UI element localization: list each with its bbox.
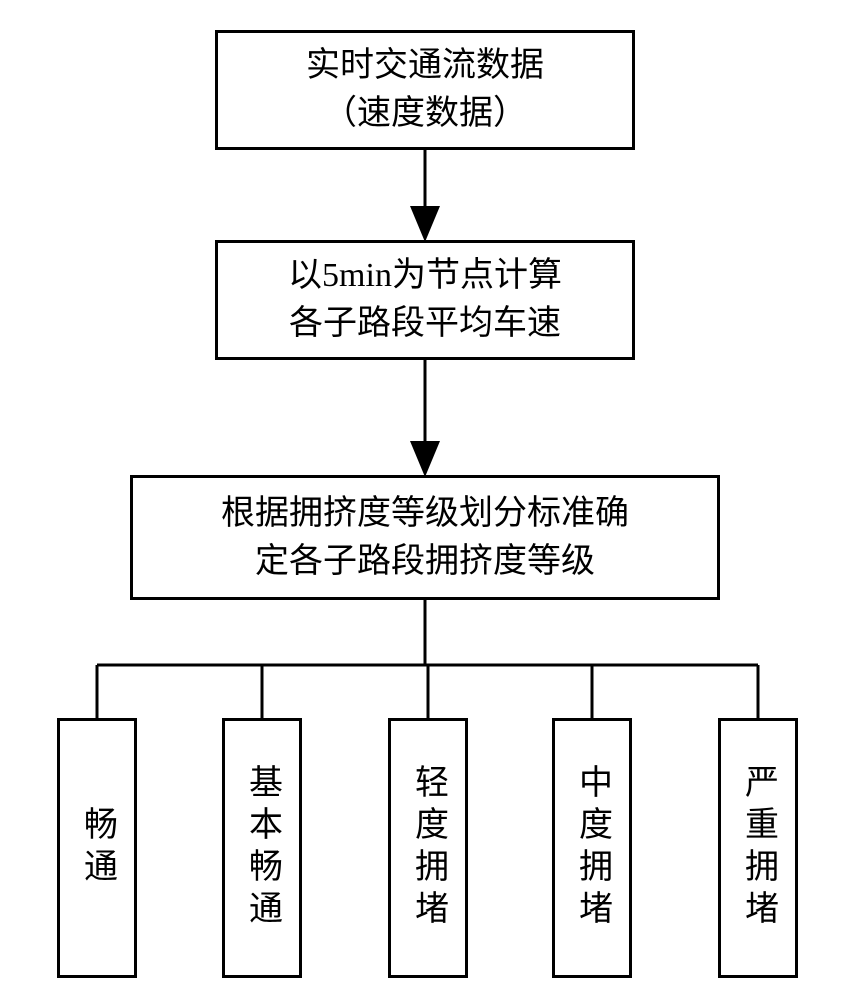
box-compute-avg-speed: 以5min为节点计算 各子路段平均车速 <box>215 240 635 360</box>
outcome-severe-congestion-label: 严重拥堵 <box>734 764 783 932</box>
outcome-moderate-congestion: 中度拥堵 <box>552 718 632 978</box>
line1: 根据拥挤度等级划分标准确 <box>221 495 629 532</box>
line2: 各子路段平均车速 <box>289 305 561 342</box>
line1: 以5min为节点计算 <box>288 257 562 294</box>
outcome-severe-congestion: 严重拥堵 <box>718 718 798 978</box>
box-compute-avg-speed-text: 以5min为节点计算 各子路段平均车速 <box>288 252 562 347</box>
outcome-light-congestion: 轻度拥堵 <box>388 718 468 978</box>
box-input-data-text: 实时交通流数据 （速度数据） <box>306 42 544 137</box>
outcome-free-flow: 畅通 <box>57 718 137 978</box>
line1: 实时交通流数据 <box>306 47 544 84</box>
box-input-data: 实时交通流数据 （速度数据） <box>215 30 635 150</box>
box-classify-congestion-text: 根据拥挤度等级划分标准确 定各子路段拥挤度等级 <box>221 490 629 585</box>
line2: （速度数据） <box>323 95 527 132</box>
outcome-mostly-free-label: 基本畅通 <box>238 764 287 932</box>
line2: 定各子路段拥挤度等级 <box>255 543 595 580</box>
outcome-moderate-congestion-label: 中度拥堵 <box>568 764 617 932</box>
outcome-mostly-free: 基本畅通 <box>222 718 302 978</box>
box-classify-congestion: 根据拥挤度等级划分标准确 定各子路段拥挤度等级 <box>130 475 720 600</box>
outcome-light-congestion-label: 轻度拥堵 <box>404 764 453 932</box>
outcome-free-flow-label: 畅通 <box>73 806 122 890</box>
